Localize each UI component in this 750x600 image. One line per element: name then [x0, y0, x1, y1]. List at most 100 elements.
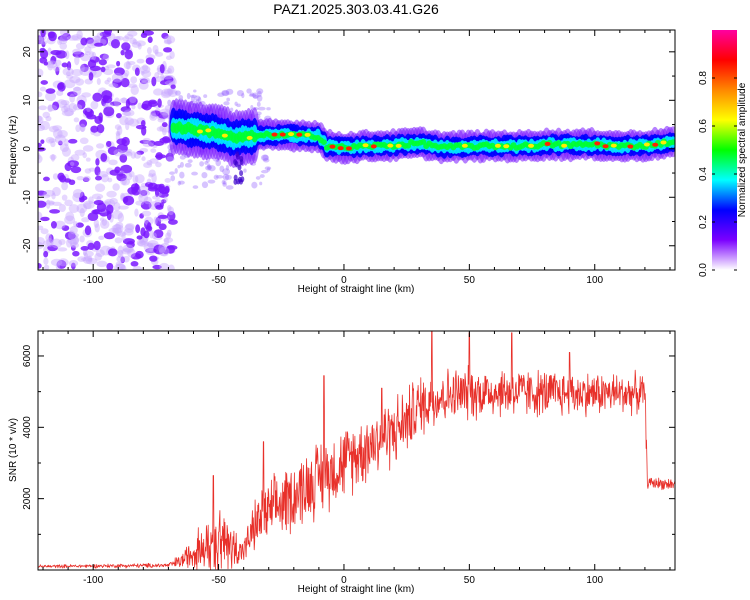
snr-frame — [37, 330, 676, 571]
noise-blob — [143, 242, 155, 252]
noise-blob — [120, 77, 130, 88]
y-tick-label: 4000 — [22, 416, 33, 439]
noise-blob — [140, 189, 148, 197]
noise-blob — [87, 242, 95, 251]
noise-blob — [153, 244, 165, 255]
noise-blob — [70, 242, 79, 249]
noise-blob — [64, 199, 74, 207]
noise-blob — [108, 159, 118, 166]
noise-blob — [50, 55, 57, 65]
noise-blob — [159, 262, 170, 270]
noise-blob — [189, 94, 197, 98]
noise-blob — [70, 262, 76, 270]
noise-blob — [131, 41, 142, 48]
noise-blob — [255, 176, 261, 180]
noise-blob — [137, 42, 142, 50]
noise-blob — [57, 258, 69, 267]
noise-blob — [96, 78, 101, 86]
noise-blob — [163, 69, 171, 75]
noise-blob — [266, 107, 271, 111]
ridge-hotspot — [503, 144, 510, 149]
noise-blob — [120, 264, 127, 270]
noise-blob — [154, 199, 163, 204]
noise-blob — [63, 79, 76, 89]
noise-blob — [98, 235, 105, 241]
noise-blob — [128, 170, 135, 178]
noise-blob — [159, 246, 170, 257]
y-tick-label: 20 — [22, 46, 33, 58]
noise-blob — [47, 244, 58, 252]
noise-blob — [116, 173, 127, 182]
noise-blob — [38, 142, 42, 148]
noise-blob — [223, 101, 230, 106]
y-tick-label: 0 — [22, 146, 33, 152]
noise-blob — [43, 189, 55, 197]
x-tick-label: 100 — [586, 575, 603, 586]
noise-blob — [151, 232, 157, 240]
noise-blob — [154, 154, 167, 159]
noise-blob — [206, 164, 212, 170]
noise-blob — [72, 51, 85, 58]
noise-blob — [157, 117, 166, 123]
noise-blob — [39, 47, 46, 53]
noise-blob — [123, 247, 134, 253]
noise-blob — [201, 181, 209, 189]
noise-blob — [94, 42, 104, 47]
noise-blob — [141, 79, 151, 84]
noise-blob — [127, 61, 136, 66]
noise-blob — [157, 185, 166, 193]
snr-series-line — [38, 331, 675, 570]
noise-blob — [116, 138, 127, 145]
noise-blob — [106, 204, 114, 215]
noise-blob — [104, 79, 110, 85]
noise-blob — [100, 152, 108, 162]
colorbar-tick-label: 0.2 — [698, 215, 709, 229]
x-tick-label: -50 — [211, 575, 226, 586]
noise-blob — [113, 67, 125, 76]
noise-blob — [117, 266, 124, 270]
colorbar-tick-label: 0.4 — [698, 167, 709, 181]
noise-blob — [123, 69, 130, 77]
noise-blob — [136, 239, 146, 247]
noise-blob — [125, 151, 133, 157]
noise-blob — [130, 261, 139, 267]
noise-blob — [152, 264, 162, 270]
noise-blob — [151, 173, 157, 184]
noise-blob — [99, 217, 104, 222]
noise-blob — [43, 257, 49, 265]
noise-blob — [99, 53, 109, 60]
ridge-tail — [239, 155, 244, 162]
noise-blob — [132, 265, 143, 270]
noise-blob — [121, 231, 126, 242]
noise-blob — [135, 250, 144, 259]
noise-blob — [60, 100, 70, 106]
noise-blob — [56, 90, 64, 97]
noise-blob — [59, 35, 69, 42]
noise-blob — [70, 154, 80, 162]
noise-blob — [115, 221, 124, 230]
noise-blob — [163, 196, 168, 203]
noise-blob — [55, 262, 60, 270]
noise-blob — [38, 225, 44, 231]
noise-blob — [80, 246, 90, 251]
noise-blob — [82, 200, 95, 210]
noise-blob — [66, 35, 79, 41]
noise-blob — [43, 61, 49, 66]
noise-blob — [96, 202, 107, 213]
noise-blob — [149, 113, 158, 121]
noise-blob — [125, 98, 130, 109]
noise-blob — [84, 51, 91, 56]
noise-blob — [50, 140, 56, 148]
noise-blob — [90, 100, 99, 110]
noise-blob — [149, 230, 155, 239]
noise-blob — [123, 61, 132, 70]
noise-blob — [122, 36, 130, 42]
noise-blob — [195, 99, 200, 104]
noise-blob — [139, 65, 151, 74]
noise-blob — [38, 91, 43, 98]
colorbar-ticks: 0.0 0.2 0.4 0.6 0.8 — [698, 71, 737, 277]
ridge-hotspot — [494, 143, 501, 148]
noise-blob — [82, 177, 90, 183]
noise-blob — [101, 90, 113, 100]
spectrogram-y-label: Frequency (Hz) — [8, 116, 19, 185]
